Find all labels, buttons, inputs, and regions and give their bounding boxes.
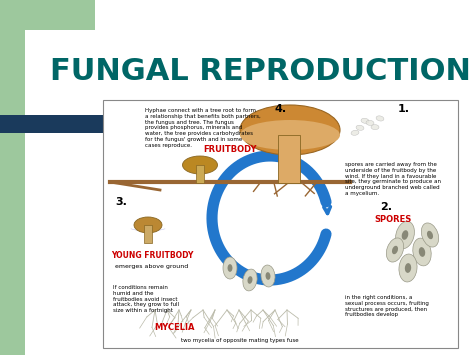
Text: spores are carried away from the
underside of the fruitbody by the
wind. If they: spores are carried away from the undersi… — [345, 162, 441, 196]
Ellipse shape — [265, 272, 271, 280]
FancyBboxPatch shape — [196, 165, 204, 183]
Ellipse shape — [376, 116, 384, 121]
Ellipse shape — [356, 125, 364, 130]
Ellipse shape — [386, 238, 404, 262]
Ellipse shape — [421, 223, 438, 247]
Bar — [103, 100, 458, 348]
Ellipse shape — [240, 105, 340, 155]
Ellipse shape — [351, 130, 359, 135]
Ellipse shape — [243, 269, 257, 291]
Text: in the right conditions, a
sexual process occurs, fruiting
structures are produc: in the right conditions, a sexual proces… — [345, 295, 429, 317]
Ellipse shape — [392, 246, 398, 254]
Ellipse shape — [261, 265, 275, 287]
Ellipse shape — [413, 238, 431, 266]
Ellipse shape — [405, 263, 411, 273]
Ellipse shape — [182, 156, 218, 174]
Bar — [25, 30, 474, 105]
Text: 3.: 3. — [115, 197, 127, 207]
Ellipse shape — [401, 230, 408, 240]
Ellipse shape — [223, 257, 237, 279]
Text: 4.: 4. — [275, 104, 287, 114]
Text: YOUNG FRUITBODY: YOUNG FRUITBODY — [111, 251, 193, 260]
Text: 2.: 2. — [380, 202, 392, 212]
Text: If conditions remain
humid and the
fruitbodies avoid insect
attack, they grow to: If conditions remain humid and the fruit… — [113, 285, 179, 313]
FancyBboxPatch shape — [278, 135, 300, 183]
Text: two mycelia of opposite mating types fuse: two mycelia of opposite mating types fus… — [181, 338, 299, 343]
Ellipse shape — [228, 264, 232, 272]
Text: emerges above ground: emerges above ground — [115, 264, 189, 269]
Ellipse shape — [427, 231, 433, 239]
Bar — [0, 95, 25, 355]
FancyBboxPatch shape — [0, 0, 95, 95]
Bar — [0, 115, 105, 133]
Ellipse shape — [134, 217, 162, 233]
Ellipse shape — [240, 120, 340, 150]
Ellipse shape — [366, 120, 374, 125]
FancyBboxPatch shape — [0, 0, 95, 95]
Text: FUNGAL REPRODUCTION: FUNGAL REPRODUCTION — [50, 58, 470, 87]
Ellipse shape — [247, 276, 253, 284]
Text: SPORES: SPORES — [374, 215, 411, 224]
Text: 1.: 1. — [398, 104, 410, 114]
Text: Hyphae connect with a tree root to form
a relationship that benefits both partne: Hyphae connect with a tree root to form … — [145, 108, 261, 148]
Ellipse shape — [396, 221, 414, 249]
Ellipse shape — [399, 254, 417, 282]
Ellipse shape — [419, 247, 425, 257]
FancyBboxPatch shape — [144, 225, 152, 243]
Ellipse shape — [361, 118, 369, 123]
Text: FRUITBODY: FRUITBODY — [203, 145, 257, 154]
Text: MYCELIA: MYCELIA — [155, 323, 195, 332]
Ellipse shape — [371, 125, 379, 130]
